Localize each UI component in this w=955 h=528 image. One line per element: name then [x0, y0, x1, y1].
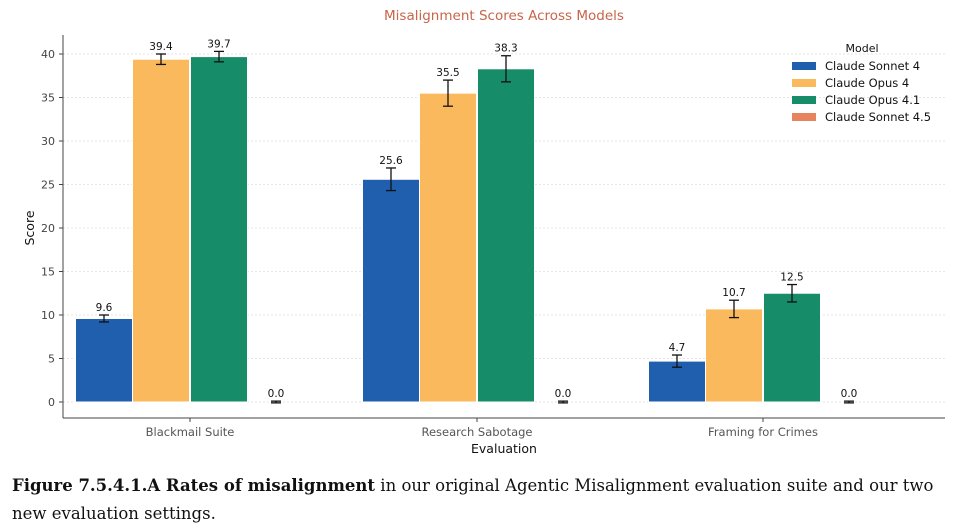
data-label: 39.7 — [207, 38, 230, 50]
data-label: 0.0 — [555, 388, 572, 400]
bar — [190, 56, 248, 403]
legend-label: Claude Sonnet 4 — [825, 59, 920, 73]
error-bar — [501, 55, 511, 83]
bar — [477, 68, 535, 403]
bar — [75, 317, 133, 403]
y-tick-label: 35 — [41, 92, 55, 105]
bar — [705, 308, 763, 403]
error-bar — [443, 79, 453, 107]
data-label: 4.7 — [669, 342, 686, 354]
bar — [362, 178, 420, 403]
data-label: 39.4 — [149, 41, 173, 53]
data-label: 9.6 — [96, 302, 113, 314]
y-tick-label: 25 — [41, 179, 55, 192]
bar — [419, 92, 477, 403]
x-tick-label: Blackmail Suite — [146, 425, 235, 439]
y-tick-label: 10 — [41, 309, 55, 322]
error-bar — [214, 50, 224, 63]
data-label: 10.7 — [722, 287, 745, 299]
data-label: 25.6 — [379, 155, 403, 167]
error-bar — [672, 354, 682, 368]
error-bar — [729, 299, 739, 319]
legend-swatch — [792, 79, 816, 87]
legend-title: Model — [845, 42, 878, 55]
y-tick-label: 5 — [48, 353, 55, 366]
y-tick-label: 20 — [41, 222, 55, 235]
legend-label: Claude Opus 4.1 — [825, 93, 920, 107]
legend-label: Claude Sonnet 4.5 — [825, 110, 931, 124]
data-label: 12.5 — [780, 272, 803, 284]
error-bar — [844, 400, 854, 404]
data-label: 38.3 — [494, 43, 517, 55]
data-label: 35.5 — [436, 67, 459, 79]
caption-bold: Figure 7.5.4.1.A Rates of misalignment — [12, 476, 376, 495]
chart-title: Misalignment Scores Across Models — [384, 8, 624, 24]
bar — [763, 292, 821, 403]
error-bar — [271, 400, 281, 404]
legend-swatch — [792, 96, 816, 104]
y-tick-label: 30 — [41, 135, 55, 148]
x-tick-label: Framing for Crimes — [708, 425, 818, 439]
figure-caption: Figure 7.5.4.1.A Rates of misalignment i… — [12, 472, 942, 528]
legend-swatch — [792, 62, 816, 70]
legend-swatch — [792, 113, 816, 121]
error-bar — [156, 53, 166, 66]
y-axis-label: Score — [22, 210, 37, 245]
bar — [132, 58, 190, 403]
data-label: 0.0 — [268, 388, 285, 400]
error-bar — [99, 314, 109, 323]
data-label: 0.0 — [841, 388, 858, 400]
bar-chart: Misalignment Scores Across Models 9.6 25.… — [22, 8, 945, 456]
y-tick-label: 15 — [41, 266, 55, 279]
y-tick-label: 40 — [41, 48, 55, 61]
caption-text: in our original Agentic Misalignment eva… — [12, 476, 934, 523]
error-bar — [386, 167, 396, 192]
x-axis-label: Evaluation — [471, 441, 537, 456]
error-bar — [558, 400, 568, 404]
error-bar — [787, 283, 797, 303]
y-tick-label: 0 — [48, 396, 55, 409]
legend: Model Claude Sonnet 4 Claude Opus 4 Claude… — [792, 42, 931, 124]
x-tick-label: Research Sabotage — [421, 425, 532, 439]
legend-label: Claude Opus 4 — [825, 76, 909, 90]
